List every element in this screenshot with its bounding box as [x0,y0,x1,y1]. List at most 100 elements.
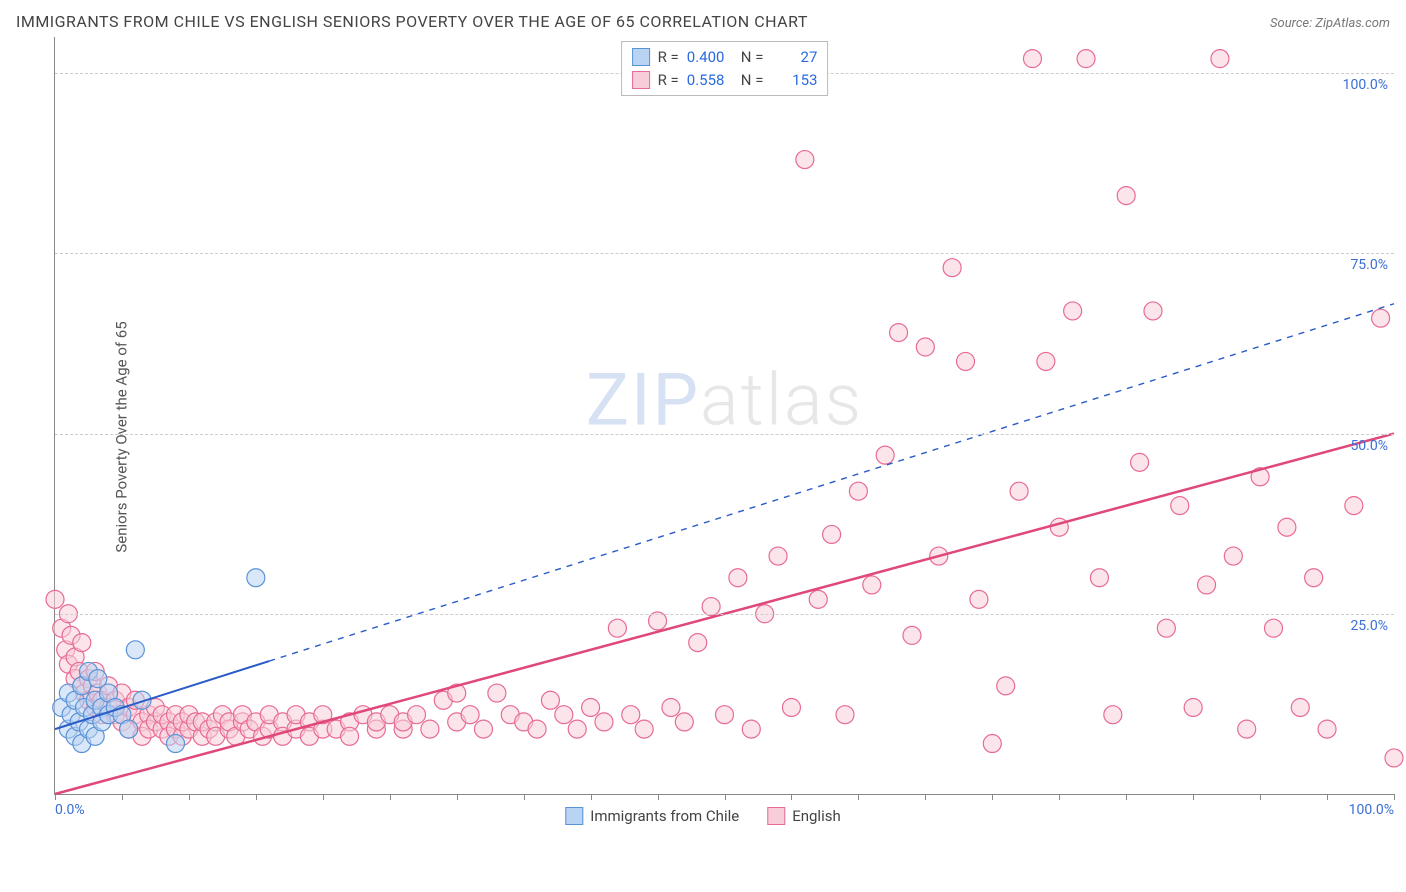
data-point-english [689,634,707,652]
data-point-english [408,706,426,724]
data-point-english [341,727,359,745]
x-tick [122,794,123,800]
stat-n-value-english: 153 [771,69,817,92]
data-point-english [957,352,975,370]
legend-stats: R =0.400N =27R =0.558N =153 [621,41,829,96]
x-tick [858,794,859,800]
x-tick [725,794,726,800]
x-tick-label: 100.0% [1349,802,1394,818]
legend-item-chile: Immigrants from Chile [565,807,739,825]
x-tick [323,794,324,800]
x-tick [1126,794,1127,800]
stat-r-label: R = [658,69,679,92]
data-point-english [769,547,787,565]
stat-r-value-chile: 0.400 [687,46,733,69]
data-point-english [1345,497,1363,515]
y-tick-label: 100.0% [1343,77,1388,93]
x-tick [457,794,458,800]
x-tick [1327,794,1328,800]
trend-line-chile-extrapolated [269,304,1394,661]
data-point-english [916,338,934,356]
swatch-english [767,807,785,825]
data-point-english [1157,619,1175,637]
data-point-english [876,446,894,464]
data-point-english [635,720,653,738]
data-point-english [863,576,881,594]
data-point-english [1238,720,1256,738]
data-point-english [1372,309,1390,327]
data-point-english [1291,698,1309,716]
data-point-english [1385,749,1403,767]
x-tick [189,794,190,800]
x-tick [55,794,56,800]
stat-n-value-chile: 27 [771,46,817,69]
legend-stat-row-english: R =0.558N =153 [632,69,818,92]
plot-svg [55,37,1394,794]
data-point-english [782,698,800,716]
data-point-english [73,634,91,652]
data-point-english [1184,698,1202,716]
data-point-english [742,720,760,738]
data-point-english [1037,352,1055,370]
legend-label-chile: Immigrants from Chile [590,807,739,825]
legend-label-english: English [792,807,841,825]
data-point-english [461,706,479,724]
legend-stat-row-chile: R =0.400N =27 [632,46,818,69]
data-point-english [1224,547,1242,565]
data-point-english [823,525,841,543]
data-point-english [849,482,867,500]
data-point-english [488,684,506,702]
plot-area: ZIPatlas R =0.400N =27R =0.558N =153 25.… [54,37,1394,795]
data-point-english [1278,518,1296,536]
data-point-english [796,151,814,169]
data-point-english [1104,706,1122,724]
data-point-english [890,324,908,342]
gridline [55,253,1394,254]
data-point-english [1318,720,1336,738]
stat-n-label: N = [741,69,764,92]
swatch-chile [632,48,650,66]
correlation-chart: IMMIGRANTS FROM CHILE VS ENGLISH SENIORS… [12,12,1394,880]
stat-n-label: N = [741,46,764,69]
data-point-english [582,698,600,716]
data-point-english [1090,569,1108,587]
plot-outer: Seniors Poverty Over the Age of 65 ZIPat… [12,37,1394,837]
data-point-english [1010,482,1028,500]
data-point-english [716,706,734,724]
x-tick [925,794,926,800]
x-tick [791,794,792,800]
data-point-english [903,626,921,644]
data-point-english [541,691,559,709]
x-tick [256,794,257,800]
x-tick [1193,794,1194,800]
data-point-english [1198,576,1216,594]
gridline [55,434,1394,435]
data-point-chile [247,569,265,587]
data-point-english [46,590,64,608]
data-point-english [729,569,747,587]
x-tick [591,794,592,800]
x-tick [1260,794,1261,800]
data-point-english [1211,50,1229,68]
data-point-english [662,698,680,716]
data-point-english [675,713,693,731]
data-point-english [568,720,586,738]
data-point-english [1077,50,1095,68]
chart-header: IMMIGRANTS FROM CHILE VS ENGLISH SENIORS… [12,12,1394,37]
data-point-english [1064,302,1082,320]
data-point-english [1117,187,1135,205]
data-point-english [836,706,854,724]
data-point-english [1131,453,1149,471]
data-point-english [474,720,492,738]
y-tick-label: 25.0% [1350,618,1388,634]
data-point-english [528,720,546,738]
data-point-english [1023,50,1041,68]
x-tick [658,794,659,800]
data-point-english [421,720,439,738]
data-point-english [1305,569,1323,587]
x-tick-label: 0.0% [55,802,85,818]
gridline [55,614,1394,615]
data-point-chile [167,735,185,753]
data-point-english [970,590,988,608]
data-point-english [1144,302,1162,320]
